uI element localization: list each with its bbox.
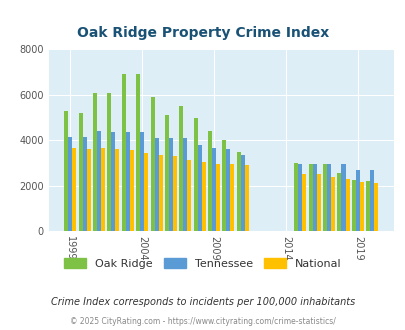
Bar (126, 132, 130, 231)
Text: © 2025 CityRating.com - https://www.cityrating.com/crime-statistics/: © 2025 CityRating.com - https://www.city… (70, 317, 335, 326)
Bar (97, 131, 101, 231)
Bar (355, 170, 359, 231)
Bar (298, 164, 302, 231)
Bar (197, 145, 201, 231)
Text: Crime Index corresponds to incidents per 100,000 inhabitants: Crime Index corresponds to incidents per… (51, 297, 354, 307)
Bar (322, 164, 326, 231)
Bar (183, 138, 187, 231)
Bar (87, 149, 90, 231)
Bar (330, 177, 335, 231)
Bar (79, 113, 83, 231)
Bar (136, 75, 140, 231)
Bar (345, 179, 349, 231)
Bar (222, 140, 226, 231)
Legend: Oak Ridge, Tennessee, National: Oak Ridge, Tennessee, National (60, 254, 345, 273)
Bar (230, 164, 234, 231)
Bar (294, 163, 298, 231)
Bar (68, 137, 72, 231)
Bar (369, 170, 373, 231)
Bar (211, 148, 215, 231)
Bar (150, 97, 154, 231)
Bar (173, 156, 177, 231)
Bar (101, 148, 105, 231)
Bar (326, 164, 330, 231)
Bar (154, 138, 158, 231)
Bar (337, 173, 341, 231)
Bar (193, 117, 197, 231)
Bar (308, 164, 312, 231)
Text: Oak Ridge Property Crime Index: Oak Ridge Property Crime Index (77, 26, 328, 40)
Bar (93, 93, 97, 231)
Bar (201, 162, 205, 231)
Bar (312, 164, 316, 231)
Bar (187, 159, 191, 231)
Bar (168, 138, 173, 231)
Bar (316, 174, 320, 231)
Bar (83, 137, 87, 231)
Bar (207, 131, 211, 231)
Bar (236, 151, 240, 231)
Bar (215, 164, 220, 231)
Bar (64, 111, 68, 231)
Bar (122, 75, 126, 231)
Bar (365, 181, 369, 231)
Bar (240, 155, 244, 231)
Bar (226, 149, 230, 231)
Bar (130, 150, 134, 231)
Bar (140, 132, 144, 231)
Bar (158, 155, 162, 231)
Bar (359, 182, 363, 231)
Bar (244, 165, 248, 231)
Bar (144, 153, 148, 231)
Bar (341, 164, 345, 231)
Bar (107, 93, 111, 231)
Bar (302, 174, 306, 231)
Bar (164, 115, 168, 231)
Bar (115, 149, 119, 231)
Bar (373, 183, 377, 231)
Bar (179, 106, 183, 231)
Bar (111, 132, 115, 231)
Bar (72, 148, 76, 231)
Bar (351, 180, 355, 231)
